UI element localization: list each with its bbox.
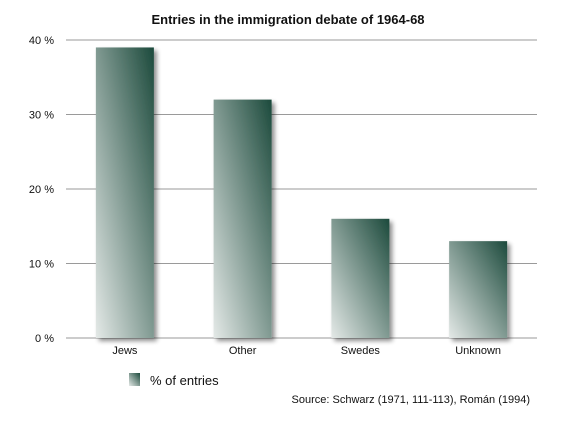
bar-swedes bbox=[331, 218, 390, 338]
bar-other bbox=[213, 99, 272, 338]
x-tick-label: Unknown bbox=[455, 345, 501, 357]
y-tick-label: 30 % bbox=[29, 110, 54, 122]
bar-unknown bbox=[449, 241, 508, 338]
x-axis-ticks: Jews Other Swedes Unknown bbox=[112, 345, 501, 357]
y-tick-label: 20 % bbox=[29, 184, 54, 196]
bars bbox=[95, 47, 508, 338]
legend-label: % of entries bbox=[150, 373, 219, 388]
x-tick-label: Other bbox=[229, 345, 257, 357]
source-note: Source: Schwarz (1971, 111-113), Román (… bbox=[292, 394, 530, 406]
y-tick-label: 10 % bbox=[29, 259, 54, 271]
x-tick-label: Jews bbox=[112, 345, 138, 357]
y-axis-ticks: 0 % 10 % 20 % 30 % 40 % bbox=[29, 35, 54, 345]
x-tick-label: Swedes bbox=[341, 345, 381, 357]
y-tick-label: 0 % bbox=[35, 333, 54, 345]
bar-jews bbox=[95, 47, 154, 338]
chart-title: Entries in the immigration debate of 196… bbox=[151, 12, 424, 27]
y-tick-label: 40 % bbox=[29, 35, 54, 47]
legend-swatch bbox=[129, 373, 140, 386]
legend: % of entries bbox=[129, 373, 219, 388]
